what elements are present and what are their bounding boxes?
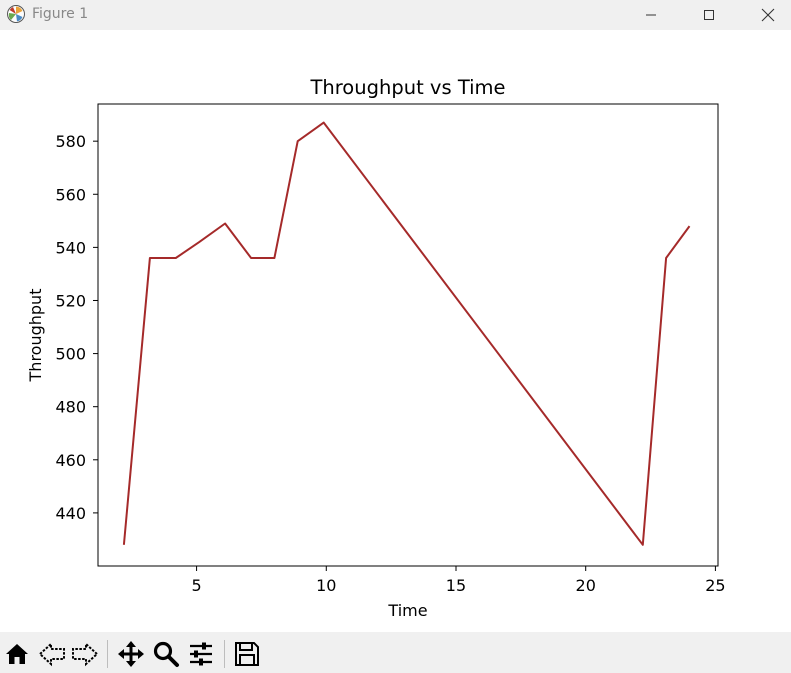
chart-title: Throughput vs Time — [309, 76, 505, 99]
home-button[interactable] — [2, 639, 32, 669]
y-axis-ticks: 440 460 480 500 520 540 560 580 — [55, 132, 98, 523]
figure-app-icon — [7, 5, 25, 23]
series-layer — [122, 121, 691, 546]
y-axis-label: Throughput — [26, 289, 45, 383]
minimize-button[interactable] — [628, 0, 674, 30]
zoom-button[interactable] — [151, 639, 181, 669]
configure-subplots-icon — [190, 642, 212, 666]
x-tick-label: 15 — [446, 576, 466, 595]
pan-button[interactable] — [116, 639, 146, 669]
x-tick-label: 25 — [705, 576, 725, 595]
y-tick-label: 440 — [55, 504, 86, 523]
minimize-icon — [646, 14, 656, 16]
window-title: Figure 1 — [32, 6, 89, 22]
figure-canvas[interactable]: 5 10 15 20 25 440 460 480 500 520 540 560 580 Throu… — [0, 30, 791, 632]
back-icon — [38, 641, 65, 667]
save-icon — [235, 642, 259, 666]
toolbar-separator — [224, 640, 225, 668]
y-tick-label: 520 — [55, 291, 86, 310]
home-icon — [6, 644, 28, 664]
x-axis-ticks: 5 10 15 20 25 — [191, 566, 726, 595]
forward-button[interactable] — [70, 639, 100, 669]
y-tick-label: 580 — [55, 132, 86, 151]
forward-icon — [72, 641, 99, 667]
line-chart: 5 10 15 20 25 440 460 480 500 520 540 560 580 Throu… — [26, 76, 726, 620]
close-button[interactable] — [745, 0, 791, 30]
y-tick-label: 480 — [55, 398, 86, 417]
zoom-icon — [153, 641, 179, 667]
axes-frame — [97, 103, 719, 567]
y-tick-label: 540 — [55, 238, 86, 257]
back-button[interactable] — [37, 639, 67, 669]
window-titlebar: Figure 1 — [0, 0, 791, 30]
pan-icon — [118, 641, 144, 667]
x-tick-label: 10 — [316, 576, 336, 595]
close-icon — [761, 8, 775, 22]
configure-subplots-button[interactable] — [186, 639, 216, 669]
y-tick-label: 460 — [55, 451, 86, 470]
y-tick-label: 560 — [55, 185, 86, 204]
toolbar-separator — [107, 640, 108, 668]
series-line-1 — [122, 121, 691, 546]
x-tick-label: 5 — [191, 576, 201, 595]
navigation-toolbar — [0, 632, 791, 673]
maximize-button[interactable] — [686, 0, 732, 30]
maximize-icon — [704, 10, 714, 20]
x-tick-label: 20 — [576, 576, 596, 595]
y-tick-label: 500 — [55, 345, 86, 364]
save-button[interactable] — [232, 639, 262, 669]
x-axis-label: Time — [387, 601, 427, 620]
